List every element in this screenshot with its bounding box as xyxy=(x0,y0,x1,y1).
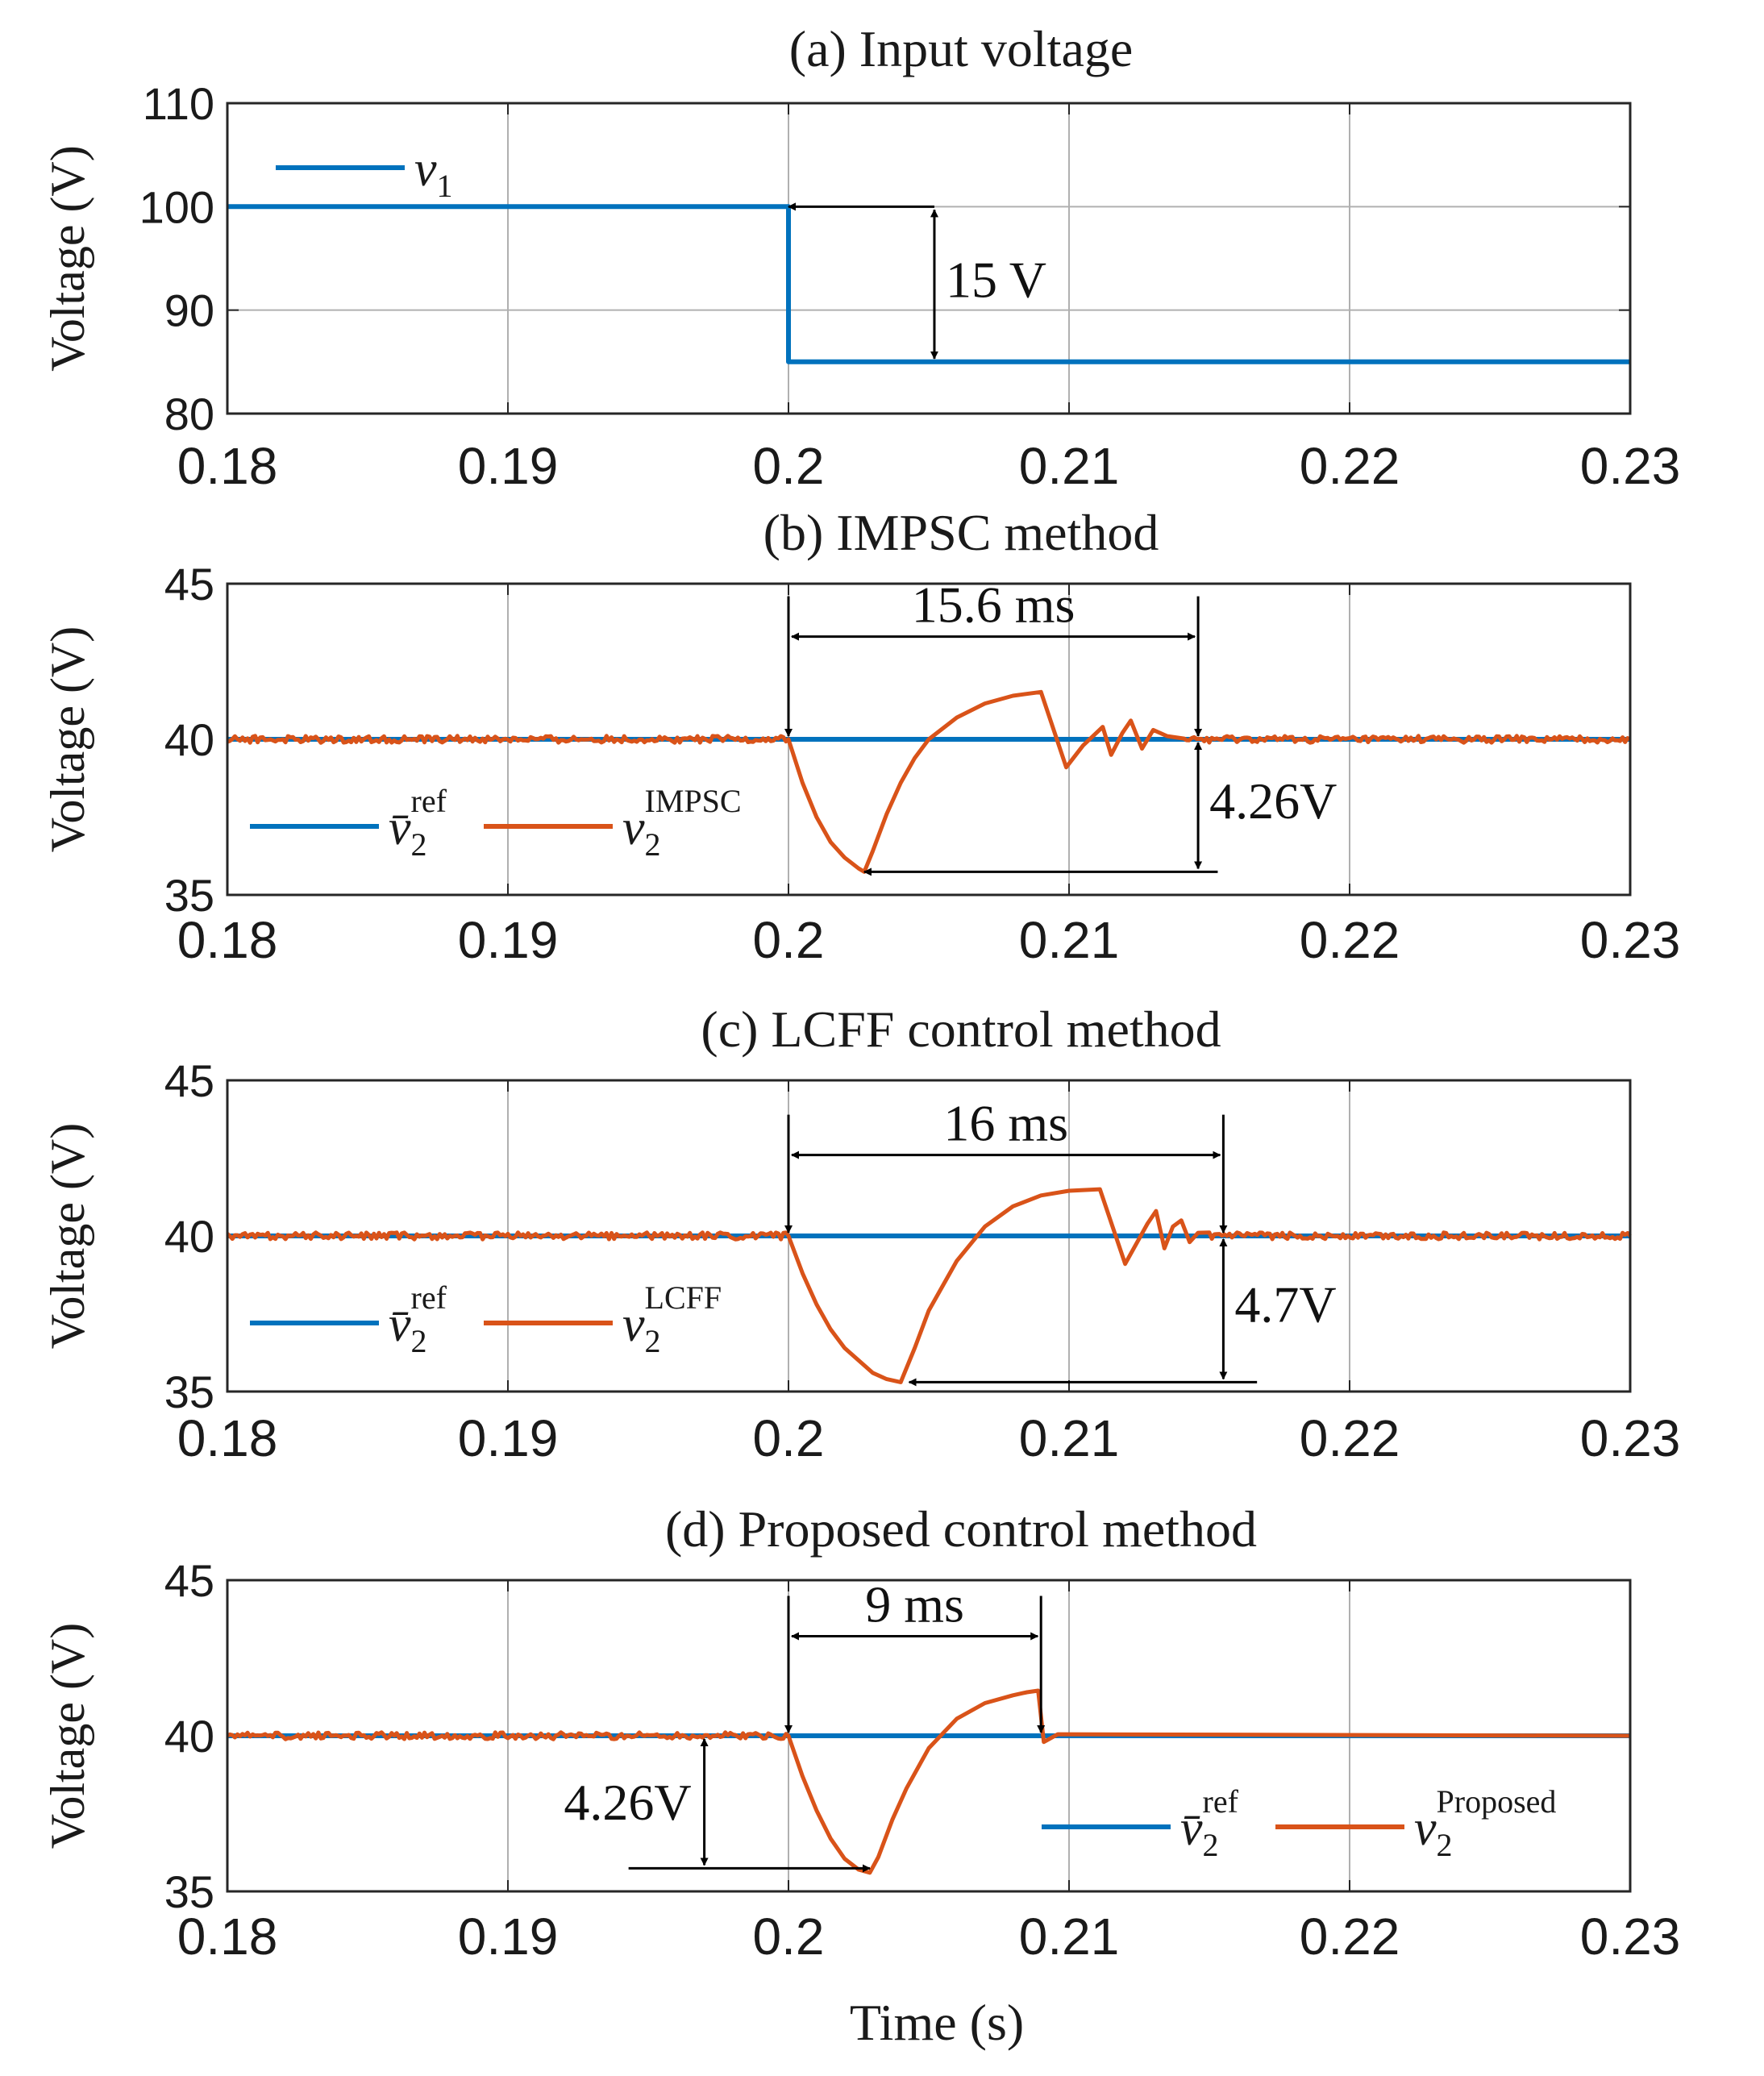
y-tick-label: 35 xyxy=(164,870,214,921)
x-tick-label: 0.19 xyxy=(458,437,559,495)
x-tick-label: 0.19 xyxy=(458,1908,559,1966)
x-tick-label: 0.2 xyxy=(753,1409,825,1467)
legend: v̄2ref v2LCFF xyxy=(250,1279,722,1359)
x-tick-label: 0.18 xyxy=(177,911,278,969)
axes-box xyxy=(226,1079,1632,1393)
x-tick-label: 0.21 xyxy=(1019,911,1120,969)
x-tick-label: 0.21 xyxy=(1019,1908,1120,1966)
legend: v̄2ref v2IMPSC xyxy=(250,783,742,863)
axes-box xyxy=(226,1579,1632,1893)
x-tick-label: 0.23 xyxy=(1580,1409,1681,1467)
y-tick-label: 80 xyxy=(164,389,214,439)
axes-box xyxy=(226,582,1632,897)
x-tick-label: 0.21 xyxy=(1019,437,1120,495)
x-tick-label: 0.2 xyxy=(753,911,825,969)
x-tick-label: 0.18 xyxy=(177,1908,278,1966)
legend: v̄2ref v2Proposed xyxy=(1042,1783,1556,1863)
x-tick-label: 0.18 xyxy=(177,437,278,495)
x-tick-label: 0.2 xyxy=(753,1908,825,1966)
annotation-label: 9 ms xyxy=(865,1575,964,1633)
x-tick-label: 0.22 xyxy=(1300,437,1400,495)
annotation: 4.26V xyxy=(564,1738,871,1873)
legend-label: v1 xyxy=(414,142,453,204)
y-tick-label: 35 xyxy=(164,1866,214,1917)
annotation: 16 ms xyxy=(784,1095,1228,1234)
legend: v1 xyxy=(276,142,453,204)
legend-label: v̄2ref xyxy=(389,1279,447,1359)
y-axis-label: Voltage (V) xyxy=(41,1123,94,1350)
y-tick-label: 40 xyxy=(164,714,214,765)
x-tick-label: 0.23 xyxy=(1580,1908,1681,1966)
annotation-label: 15.6 ms xyxy=(912,576,1075,634)
panel-d: (d) Proposed control method Voltage (V) 35… xyxy=(41,1500,1680,2051)
chart-title: (b) IMPSC method xyxy=(763,504,1159,561)
series-line-v2-impsc xyxy=(227,689,1632,874)
legend-label: v2Proposed xyxy=(1414,1783,1556,1863)
annotation: 9 ms xyxy=(784,1575,1046,1733)
legend-label: v2LCFF xyxy=(622,1279,722,1359)
chart-title: (d) Proposed control method xyxy=(665,1500,1257,1558)
annotation: 15.6 ms xyxy=(784,576,1203,737)
series-line-v1 xyxy=(227,204,1630,364)
annotation: 15 V xyxy=(788,202,1046,360)
y-tick-label: 35 xyxy=(164,1367,214,1417)
y-tick-label: 40 xyxy=(164,1711,214,1762)
legend-label: v̄2ref xyxy=(389,783,447,863)
x-tick-label: 0.19 xyxy=(458,1409,559,1467)
panel-c: (c) LCFF control method Voltage (V) 35 40 45… xyxy=(41,1001,1680,1467)
plot-area xyxy=(227,103,1630,414)
y-tick-label: 45 xyxy=(164,1055,214,1106)
x-tick-label: 0.19 xyxy=(458,911,559,969)
x-tick-label: 0.23 xyxy=(1580,911,1681,969)
y-axis-label: Voltage (V) xyxy=(41,145,94,372)
x-tick-label: 0.18 xyxy=(177,1409,278,1467)
x-tick-label: 0.21 xyxy=(1019,1409,1120,1467)
panel-b: (b) IMPSC method Voltage (V) 35 40 45 0.18 0.1… xyxy=(41,504,1680,969)
y-tick-label: 90 xyxy=(164,285,214,336)
series-line-v2-proposed xyxy=(226,1688,1631,1875)
x-tick-label: 0.2 xyxy=(753,437,825,495)
legend-label: v2IMPSC xyxy=(622,783,742,863)
y-axis-label: Voltage (V) xyxy=(41,626,94,853)
x-tick-label: 0.22 xyxy=(1300,1908,1400,1966)
axes-box xyxy=(226,102,1632,415)
chart-title: (a) Input voltage xyxy=(789,20,1134,77)
x-tick-label: 0.22 xyxy=(1300,911,1400,969)
annotation-label: 16 ms xyxy=(943,1095,1068,1152)
x-axis-label: Time (s) xyxy=(850,1994,1024,2051)
y-tick-label: 45 xyxy=(164,559,214,609)
series-line-v2-lcff xyxy=(226,1187,1632,1384)
y-tick-label: 45 xyxy=(164,1555,214,1606)
y-tick-label: 100 xyxy=(139,181,214,232)
legend-label: v̄2ref xyxy=(1180,1783,1239,1863)
annotation-label: 4.7V xyxy=(1234,1276,1336,1333)
chart-title: (c) LCFF control method xyxy=(701,1001,1221,1058)
y-tick-label: 110 xyxy=(143,78,214,129)
annotation-label: 4.26V xyxy=(564,1774,691,1831)
x-tick-label: 0.22 xyxy=(1300,1409,1400,1467)
y-axis-label: Voltage (V) xyxy=(41,1623,94,1849)
x-tick-label: 0.23 xyxy=(1580,437,1681,495)
annotation: 4.26V xyxy=(863,742,1337,876)
annotation: 4.7V xyxy=(908,1238,1337,1387)
y-tick-label: 40 xyxy=(164,1211,214,1262)
panel-a: (a) Input voltage Voltage (V) 80 90 100 110 0.… xyxy=(41,20,1680,495)
annotation-label: 4.26V xyxy=(1209,772,1337,830)
annotation-label: 15 V xyxy=(946,252,1046,309)
